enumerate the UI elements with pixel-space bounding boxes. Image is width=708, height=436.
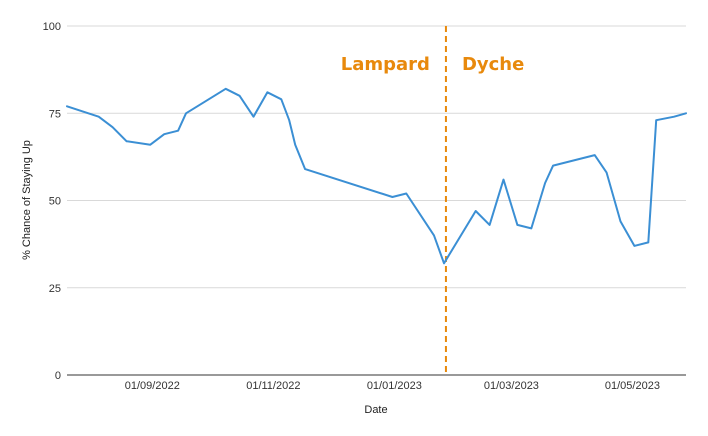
x-tick-label: 01/05/2023 [605, 380, 660, 392]
data-point [65, 104, 69, 108]
data-point [265, 90, 269, 94]
x-tick-label: 01/03/2023 [484, 380, 539, 392]
y-tick-label: 100 [43, 21, 61, 33]
data-point [390, 195, 394, 199]
lampard-annotation: Lampard [341, 54, 430, 75]
data-point [515, 223, 519, 227]
data-point [432, 233, 436, 237]
x-axis-title: Date [364, 404, 387, 416]
data-point [293, 143, 297, 147]
data-point [111, 125, 115, 129]
data-point [646, 240, 650, 244]
y-tick-labels: 0 25 50 75 100 [43, 21, 61, 382]
data-point [672, 115, 676, 119]
data-point [501, 178, 505, 182]
data-point [404, 192, 408, 196]
gridlines [67, 25, 686, 376]
data-point [529, 226, 533, 230]
data-point [184, 111, 188, 115]
data-point [279, 97, 283, 101]
data-point [303, 167, 307, 171]
data-point [97, 115, 101, 119]
y-tick-label: 75 [49, 108, 61, 120]
data-point [488, 223, 492, 227]
data-point [632, 244, 636, 248]
y-tick-label: 25 [49, 283, 61, 295]
x-tick-labels: 01/09/2022 01/11/2022 01/01/2023 01/03/2023… [125, 380, 660, 392]
series-line [66, 87, 687, 265]
x-tick-label: 01/01/2023 [367, 380, 422, 392]
data-point [543, 181, 547, 185]
data-point [654, 118, 658, 122]
data-point [684, 111, 688, 115]
x-tick-label: 01/11/2022 [246, 380, 300, 392]
data-point [551, 164, 555, 168]
data-point [224, 87, 228, 91]
dyche-annotation: Dyche [462, 54, 524, 75]
data-point [148, 143, 152, 147]
y-tick-label: 0 [55, 370, 61, 382]
data-point [162, 132, 166, 136]
y-axis-title: % Chance of Staying Up [21, 140, 33, 260]
data-point [287, 118, 291, 122]
data-point [474, 209, 478, 213]
y-tick-label: 50 [49, 196, 61, 208]
data-point [125, 139, 129, 143]
data-point [605, 171, 609, 175]
data-point [619, 219, 623, 223]
x-tick-label: 01/09/2022 [125, 380, 180, 392]
data-point [442, 261, 446, 265]
data-point [176, 129, 180, 133]
data-point [238, 94, 242, 98]
data-point [251, 115, 255, 119]
data-point [593, 153, 597, 157]
